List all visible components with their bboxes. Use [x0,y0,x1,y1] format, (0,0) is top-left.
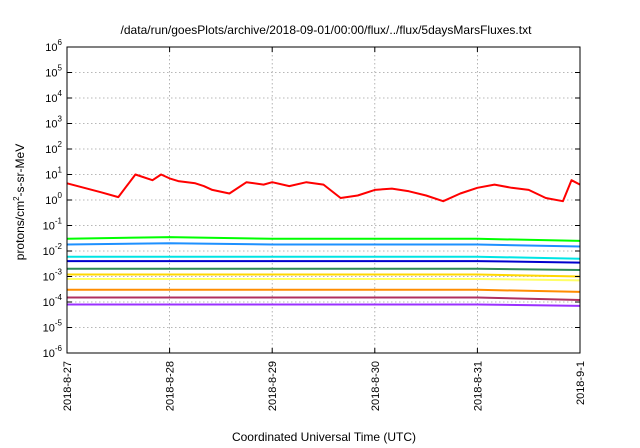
y-tick-label: 105 [45,64,62,80]
series-line-9 [67,288,581,293]
x-tick-label: 2018-9-1 [575,361,587,405]
y-tick-labels: 10-6 10-5 10-4 10-3 10-2 10-1 100 101 102 103 104 1… [43,38,63,360]
y-tick-label: 101 [45,166,62,182]
y-tick-label: 103 [45,115,62,131]
series-line-4 [67,255,581,260]
series-line-6 [67,267,581,271]
y-tick-label: 10-1 [43,217,63,233]
y-tick-label: 10-5 [43,319,63,335]
series-line-11 [67,303,581,307]
y-tick-label: 104 [45,89,62,105]
y-axis-label: protons/cm2-s-sr-MeV [12,144,27,260]
series-line-1 [66,173,581,203]
x-tick-label: 2018-8-28 [165,361,177,411]
y-tick-label: 10-6 [43,344,63,360]
x-tick-labels: 2018-8-27 2018-8-28 2018-8-29 2018-8-30 2018… [62,361,587,411]
series-line-3 [66,242,581,248]
series-line-2 [66,236,581,242]
chart-title: /data/run/goesPlots/archive/2018-09-01/0… [121,23,533,37]
y-tick-label: 10-4 [43,293,63,309]
x-tick-label: 2018-8-30 [370,361,382,411]
series-line-7 [67,273,581,278]
series-line-10 [67,296,581,301]
y-tick-label: 102 [45,140,62,156]
series-line-8 [67,278,581,282]
x-tick-label: 2018-8-27 [62,361,74,411]
y-tick-label: 10-2 [43,242,63,258]
series-group [66,173,581,307]
grid [67,47,580,353]
x-tick-label: 2018-8-29 [267,361,279,411]
y-tick-label: 100 [45,191,62,207]
y-tick-label: 10-3 [43,268,63,284]
y-tick-label: 106 [45,38,62,54]
x-axis-label: Coordinated Universal Time (UTC) [232,430,416,444]
series-line-5 [67,260,581,264]
axis-ticks [66,46,581,354]
x-tick-label: 2018-8-31 [472,361,484,411]
